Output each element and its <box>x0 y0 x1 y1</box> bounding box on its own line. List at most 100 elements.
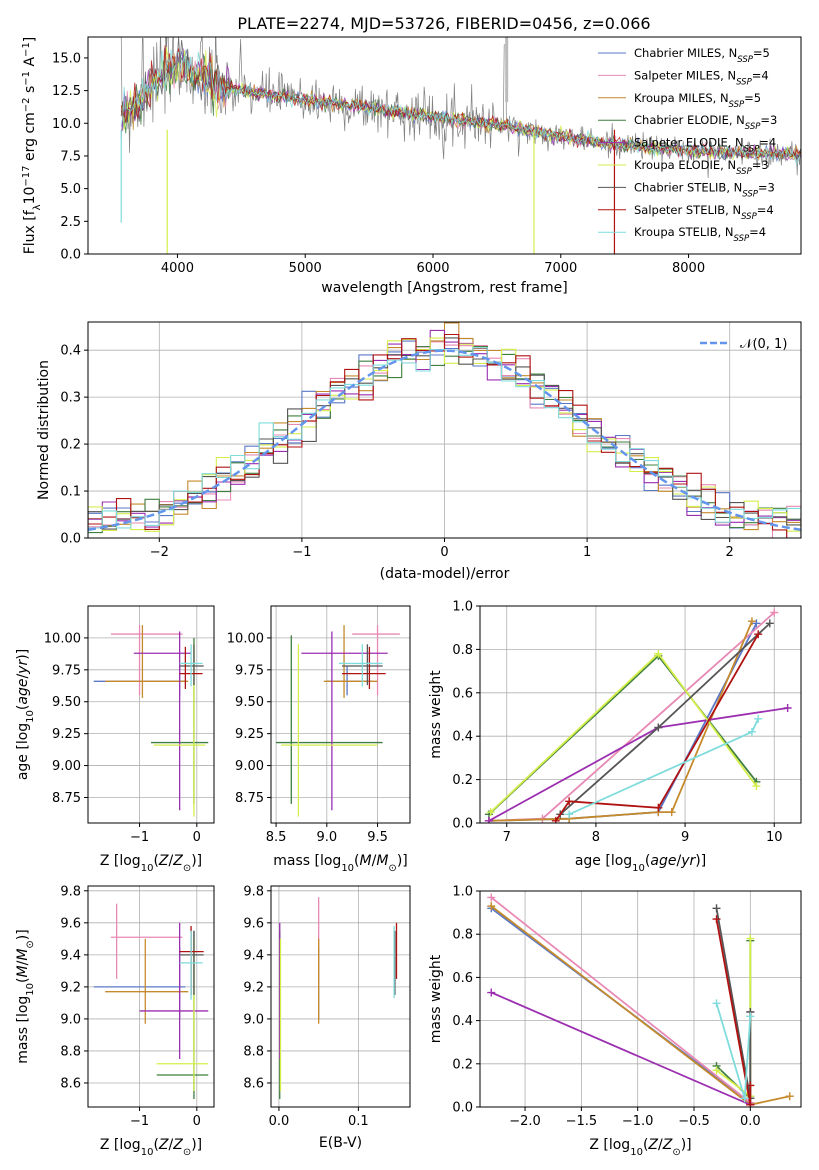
axes-frame <box>270 885 411 1108</box>
x-axis-label: age [log10(age/yr)] <box>575 853 706 874</box>
axes-frame <box>479 890 802 1108</box>
x-tick-label: 5000 <box>289 261 322 276</box>
mass-weight-point <box>740 1094 749 1103</box>
mass-weight-point <box>712 904 721 913</box>
y-axis-label: mass weight <box>428 670 444 759</box>
x-axis-label: wavelength [Angstrom, rest frame] <box>321 280 567 296</box>
y-tick-label: 1.0 <box>452 600 473 615</box>
plot-area-mass_vs_Z <box>93 903 209 1099</box>
x-tick-label: −0.5 <box>678 1114 710 1129</box>
x-tick-label: 9 <box>681 830 689 845</box>
x-tick-label: 0.0 <box>269 1114 290 1129</box>
y-axis-label: mass [log10(M/M⊙)] <box>15 929 36 1064</box>
axes-frame <box>87 36 802 255</box>
mass-weight-point <box>551 816 560 823</box>
normal-reference-curve <box>88 349 801 532</box>
mass-weight-point <box>752 782 761 791</box>
mass-weight-point <box>654 803 663 812</box>
y-tick-label: 9.50 <box>235 695 264 710</box>
mass-weight-point <box>770 608 779 617</box>
x-tick-label: 8.5 <box>266 830 287 845</box>
plot-area-weight_vs_age <box>484 608 792 823</box>
y-tick-label: 9.8 <box>60 884 81 899</box>
x-tick-label: 4000 <box>161 261 194 276</box>
axes-frame <box>87 885 215 1108</box>
mass-weight-point <box>712 1066 721 1075</box>
panel-age_vs_Z: −1 0 8.75 9.00 9.25 9.50 9.75 10.00 Z [log10(Z/Z… <box>15 605 215 874</box>
y-tick-label: 9.6 <box>243 916 264 931</box>
y-tick-label: 9.00 <box>235 759 264 774</box>
mass-weight-point <box>746 1081 755 1090</box>
x-tick-label: 2 <box>726 545 734 560</box>
x-tick-label: −1 <box>292 545 311 560</box>
y-tick-label: 10.00 <box>44 631 81 646</box>
x-tick-label: 8000 <box>672 261 705 276</box>
x-tick-label: −1.5 <box>566 1114 598 1129</box>
axes-frame <box>479 605 802 824</box>
mass-weight-point <box>765 619 774 628</box>
y-tick-label: 0.0 <box>60 248 81 263</box>
y-tick-label: 0.2 <box>60 438 81 453</box>
mass-weight-point <box>487 902 496 911</box>
y-tick-label: 0.0 <box>60 532 81 547</box>
mass-weight-point <box>712 999 721 1008</box>
figure-title: PLATE=2274, MJD=53726, FIBERID=0456, z=0… <box>237 14 650 33</box>
axes-frame <box>270 605 411 824</box>
x-tick-label: −2 <box>150 545 169 560</box>
mass-weight-point <box>754 714 763 723</box>
x-axis-label: Z [log10(Z/Z⊙)] <box>589 1137 691 1158</box>
x-axis-label: Z [log10(Z/Z⊙)] <box>100 853 202 874</box>
x-tick-label: 0 <box>193 1114 201 1129</box>
y-tick-label: 9.4 <box>243 948 264 963</box>
x-tick-label: 0.0 <box>740 1114 761 1129</box>
x-axis-label: (data-model)/error <box>380 566 510 582</box>
y-tick-label: 8.75 <box>52 791 81 806</box>
y-tick-label: 0.4 <box>60 344 81 359</box>
y-tick-label: 9.75 <box>52 663 81 678</box>
mass-weight-point <box>712 915 721 924</box>
panel-mass_vs_Z: −1 0 8.6 8.8 9.0 9.2 9.4 9.6 9.8 Z [log10(Z/Z⊙)] m… <box>15 884 215 1158</box>
panel-age_vs_mass: 8.5 9.0 9.5 8.75 9.00 9.25 9.50 9.75 10.00 mass [… <box>227 605 411 874</box>
y-tick-label: 0.4 <box>452 730 473 745</box>
mass-weight-point <box>747 617 756 626</box>
y-tick-label: 9.4 <box>60 948 81 963</box>
y-tick-label: 9.75 <box>235 663 264 678</box>
legend-label: 𝒩(0, 1) <box>740 337 787 352</box>
y-tick-label: 9.0 <box>60 1012 81 1027</box>
x-tick-label: 8 <box>592 830 600 845</box>
x-tick-label: 7 <box>503 830 511 845</box>
mass-weight-point <box>752 619 761 628</box>
y-tick-label: 12.5 <box>52 84 81 99</box>
x-tick-label: 9.0 <box>316 830 337 845</box>
mass-weight-point <box>746 1012 755 1021</box>
x-tick-label: 0 <box>193 830 201 845</box>
y-tick-label: 8.8 <box>243 1044 264 1059</box>
y-tick-label: 0.2 <box>452 1057 473 1072</box>
y-tick-label: 9.00 <box>52 759 81 774</box>
y-axis-label: mass weight <box>428 954 444 1043</box>
y-tick-label: 8.6 <box>60 1076 81 1091</box>
y-tick-label: 8.75 <box>235 791 264 806</box>
y-tick-label: 10.00 <box>227 631 264 646</box>
mass-weight-point <box>785 1092 794 1101</box>
y-tick-label: 2.5 <box>60 215 81 230</box>
y-tick-label: 10.0 <box>52 117 81 132</box>
y-tick-label: 0.2 <box>452 773 473 788</box>
plot-area-spectrum <box>120 37 801 254</box>
plot-area-residuals <box>88 322 801 538</box>
mass-weight-point <box>746 1100 755 1107</box>
y-tick-label: 7.5 <box>60 149 81 164</box>
axes-frame <box>87 605 215 824</box>
mass-weight-point <box>565 797 574 806</box>
y-tick-label: 9.8 <box>243 884 264 899</box>
x-tick-label: 9.5 <box>367 830 388 845</box>
y-axis-label: Normed distribution <box>36 360 52 500</box>
mass-weight-point <box>747 727 756 736</box>
masked-region <box>505 37 509 103</box>
mass-weight-point <box>654 723 663 732</box>
x-tick-label: 0.1 <box>348 1114 369 1129</box>
x-axis-label: E(B-V) <box>319 1135 362 1151</box>
mass-weight-line <box>555 633 759 822</box>
y-tick-label: 9.2 <box>243 980 264 995</box>
panel-spectrum: 4000 5000 6000 7000 8000 0.0 2.5 5.0 7.5 10.0 12.5… <box>21 36 802 296</box>
